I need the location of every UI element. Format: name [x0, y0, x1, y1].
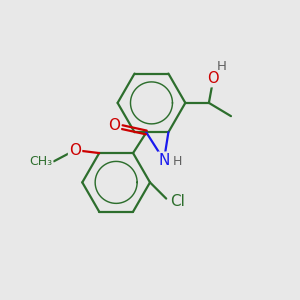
Text: Cl: Cl [170, 194, 185, 209]
Text: CH₃: CH₃ [29, 155, 52, 168]
Text: O: O [108, 118, 120, 133]
Text: O: O [69, 142, 81, 158]
Text: H: H [217, 60, 226, 73]
Text: O: O [208, 71, 219, 86]
Text: H: H [172, 155, 182, 168]
Text: N: N [158, 153, 170, 168]
